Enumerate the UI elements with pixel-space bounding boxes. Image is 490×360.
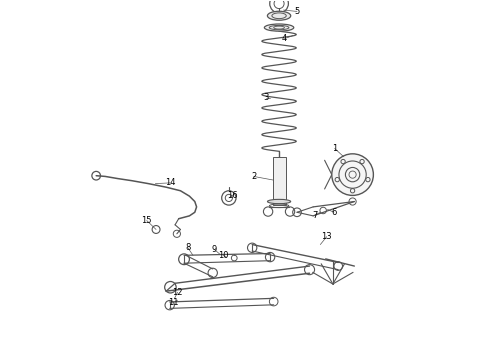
Text: 7: 7 [312,211,318,220]
FancyBboxPatch shape [272,157,286,205]
Ellipse shape [268,11,291,20]
Text: 11: 11 [168,298,178,307]
Text: 16: 16 [227,191,238,200]
Circle shape [332,154,373,195]
Text: 14: 14 [165,178,175,187]
Text: 5: 5 [294,7,299,16]
Text: 13: 13 [321,232,332,241]
Text: 1: 1 [332,144,337,153]
Text: 9: 9 [212,245,217,254]
Text: 4: 4 [282,34,287,43]
Ellipse shape [265,24,294,31]
Text: 10: 10 [218,251,229,260]
Text: 15: 15 [142,216,152,225]
Text: 3: 3 [263,93,269,102]
Text: 12: 12 [172,288,183,297]
Text: 6: 6 [331,208,337,217]
Text: 2: 2 [251,172,256,181]
Text: 8: 8 [185,243,190,252]
Ellipse shape [268,199,291,204]
